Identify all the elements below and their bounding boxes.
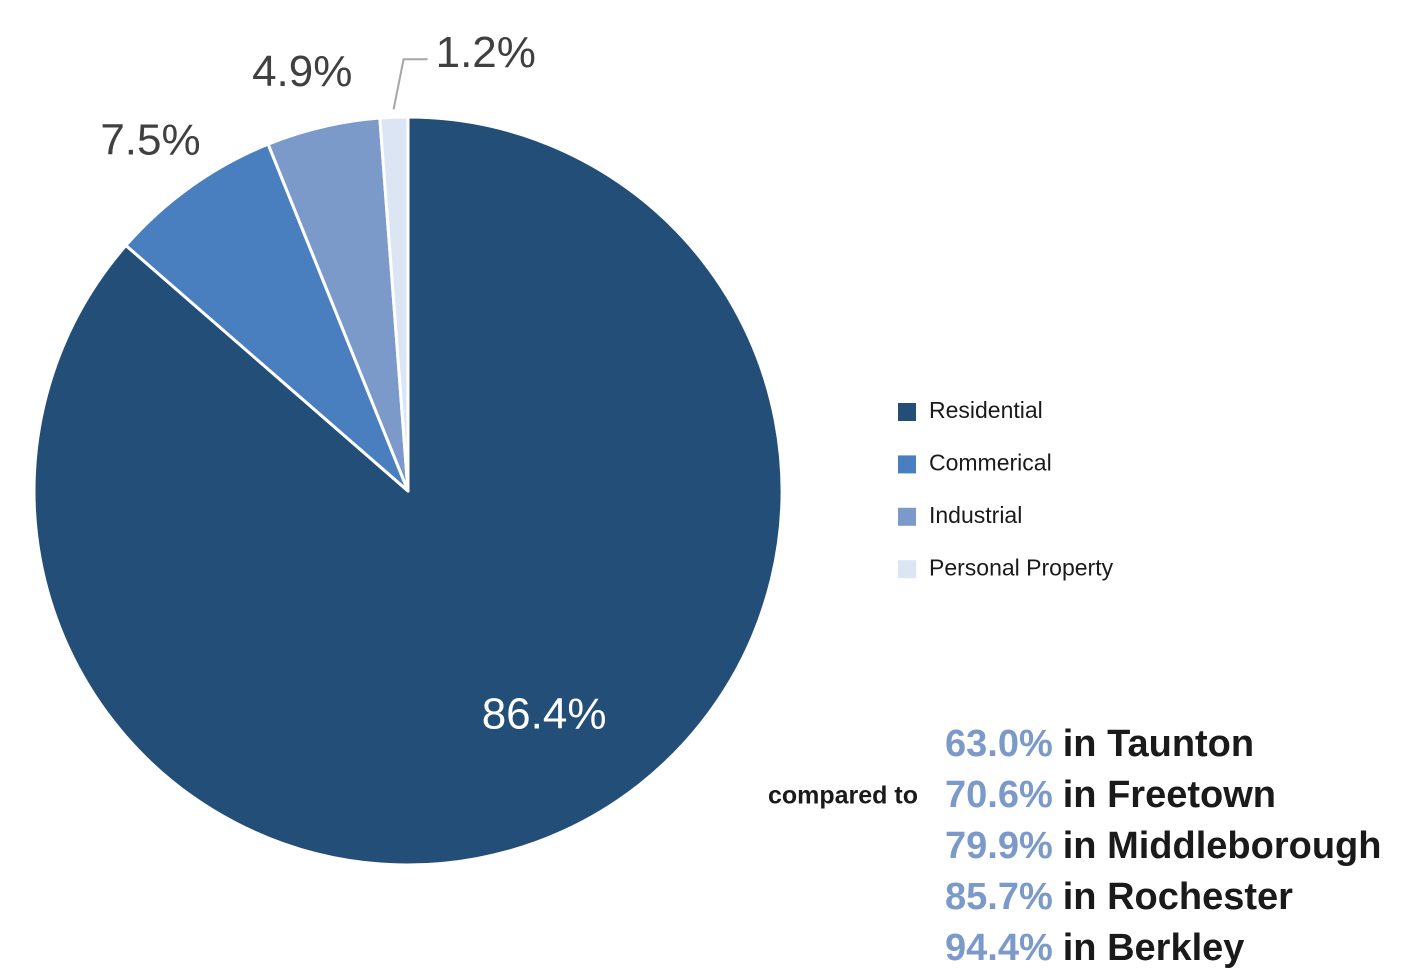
pie-slice — [124, 142, 410, 493]
legend-label: Industrial — [929, 502, 1022, 528]
comparison-item: 85.7% in Rochester — [945, 876, 1293, 918]
comparison-value: 79.9% — [945, 825, 1053, 867]
comparison-item: 70.6% in Freetown — [945, 774, 1276, 816]
comparison-place: in Freetown — [1063, 774, 1276, 816]
legend-swatch — [898, 403, 916, 421]
comparison-place: in Middleborough — [1063, 825, 1382, 867]
slice-label: 86.4% — [482, 690, 607, 739]
slice-label: 4.9% — [252, 47, 352, 96]
legend-label: Residential — [929, 397, 1043, 423]
legend-swatch — [898, 560, 916, 579]
legend-label: Personal Property — [929, 554, 1114, 580]
comparison-value: 70.6% — [945, 774, 1053, 816]
comparison-item: 79.9% in Middleborough — [945, 825, 1381, 867]
comparison-place: in Taunton — [1063, 723, 1254, 765]
pie-slice — [378, 115, 410, 493]
slice-label: 1.2% — [436, 28, 536, 77]
legend-swatch — [898, 507, 916, 526]
comparison-place: in Berkley — [1063, 927, 1245, 969]
comparison-value: 85.7% — [945, 876, 1053, 918]
comparison-value: 94.4% — [945, 927, 1053, 969]
legend-swatch — [898, 455, 916, 474]
legend-label: Commerical — [929, 449, 1052, 475]
slice-label: 7.5% — [100, 115, 200, 164]
comparison-item: 63.0% in Taunton — [945, 723, 1254, 765]
comparison-item: 94.4% in Berkley — [945, 927, 1244, 969]
comparison-place: in Rochester — [1063, 876, 1293, 918]
comparison-label: compared to — [768, 782, 918, 810]
comparison-value: 63.0% — [945, 723, 1053, 765]
leader-line — [392, 58, 428, 110]
